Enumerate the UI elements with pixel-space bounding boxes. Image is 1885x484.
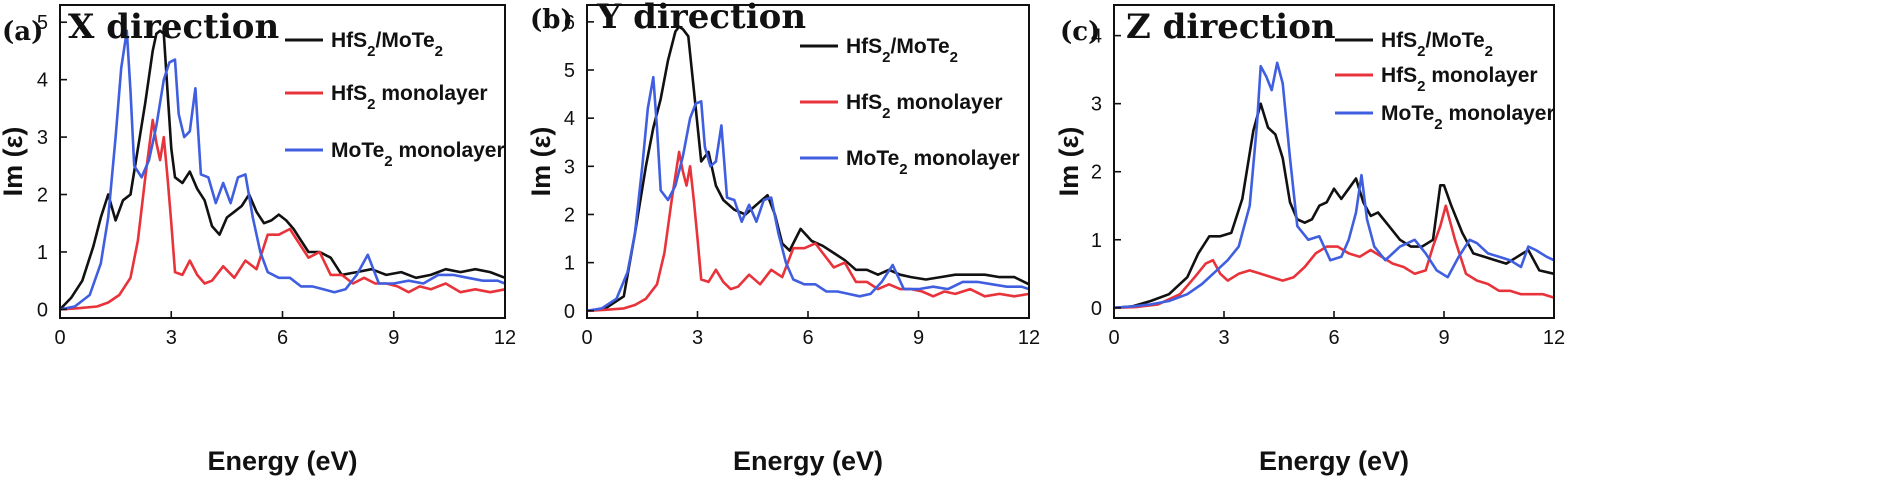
x-axis-title: Energy (eV) [733,446,883,476]
y-tick-label: 0 [37,299,48,321]
x-tick-label: 9 [1438,327,1449,349]
series-line-2 [586,150,1030,313]
y-tick-label: 1 [564,253,575,275]
series-line-2 [1113,204,1555,310]
legend-entry: HfS2/MoTe2 [331,29,443,60]
panel-label: (a) [2,17,43,47]
legend-entry: HfS2 monolayer [331,82,488,113]
y-tick-label: 6 [564,12,575,34]
legend-entry: MoTe2 monolayer [1381,102,1555,133]
x-tick-label: 6 [802,327,813,349]
x-tick-label: 0 [54,327,65,349]
x-tick-label: 3 [1218,327,1229,349]
x-tick-label: 12 [1018,327,1040,349]
series-line-1 [1113,102,1555,310]
y-axis-title: Im (ε) [1054,127,1084,197]
x-tick-label: 3 [166,327,177,349]
legend-entry: HfS2 monolayer [846,91,1003,122]
x-tick-label: 12 [494,327,516,349]
panel-title: X direction [68,7,279,47]
legend-entry: MoTe2 monolayer [846,147,1020,178]
legend-entry: MoTe2 monolayer [331,139,505,170]
y-axis-title: Im (ε) [0,127,28,197]
y-tick-label: 3 [1091,94,1102,116]
legend-entry: HfS2/MoTe2 [1381,29,1493,60]
series-line-3 [59,29,506,311]
x-tick-label: 0 [1108,327,1119,349]
x-axis-title: Energy (eV) [1259,446,1409,476]
y-tick-label: 4 [564,108,575,130]
panel-title: Y direction [596,0,806,37]
series-line-3 [586,75,1030,313]
x-tick-label: 6 [1328,327,1339,349]
y-tick-label: 3 [37,127,48,149]
series-line-3 [1113,61,1555,310]
y-tick-label: 5 [37,12,48,34]
x-tick-label: 3 [692,327,703,349]
y-tick-label: 4 [1091,26,1102,48]
panel-title: Z direction [1126,7,1336,47]
y-tick-label: 5 [564,60,575,82]
legend-entry: HfS2 monolayer [1381,64,1538,95]
y-tick-label: 2 [37,185,48,207]
x-tick-label: 12 [1543,327,1565,349]
y-tick-label: 3 [564,156,575,178]
x-tick-label: 9 [913,327,924,349]
y-axis-title: Im (ε) [526,127,556,197]
x-tick-label: 6 [277,327,288,349]
y-tick-label: 0 [1091,298,1102,320]
y-tick-label: 2 [1091,162,1102,184]
panel-label: (c) [1060,17,1100,47]
panel-label: (b) [530,5,573,35]
y-tick-label: 0 [564,301,575,323]
y-tick-label: 1 [37,242,48,264]
x-tick-label: 0 [581,327,592,349]
series-line-1 [59,29,506,311]
y-tick-label: 2 [564,204,575,226]
legend-entry: HfS2/MoTe2 [846,35,958,66]
x-axis-title: Energy (eV) [207,446,357,476]
series-line-2 [59,118,506,311]
x-tick-label: 9 [388,327,399,349]
y-tick-label: 4 [37,70,48,92]
y-tick-label: 1 [1091,230,1102,252]
